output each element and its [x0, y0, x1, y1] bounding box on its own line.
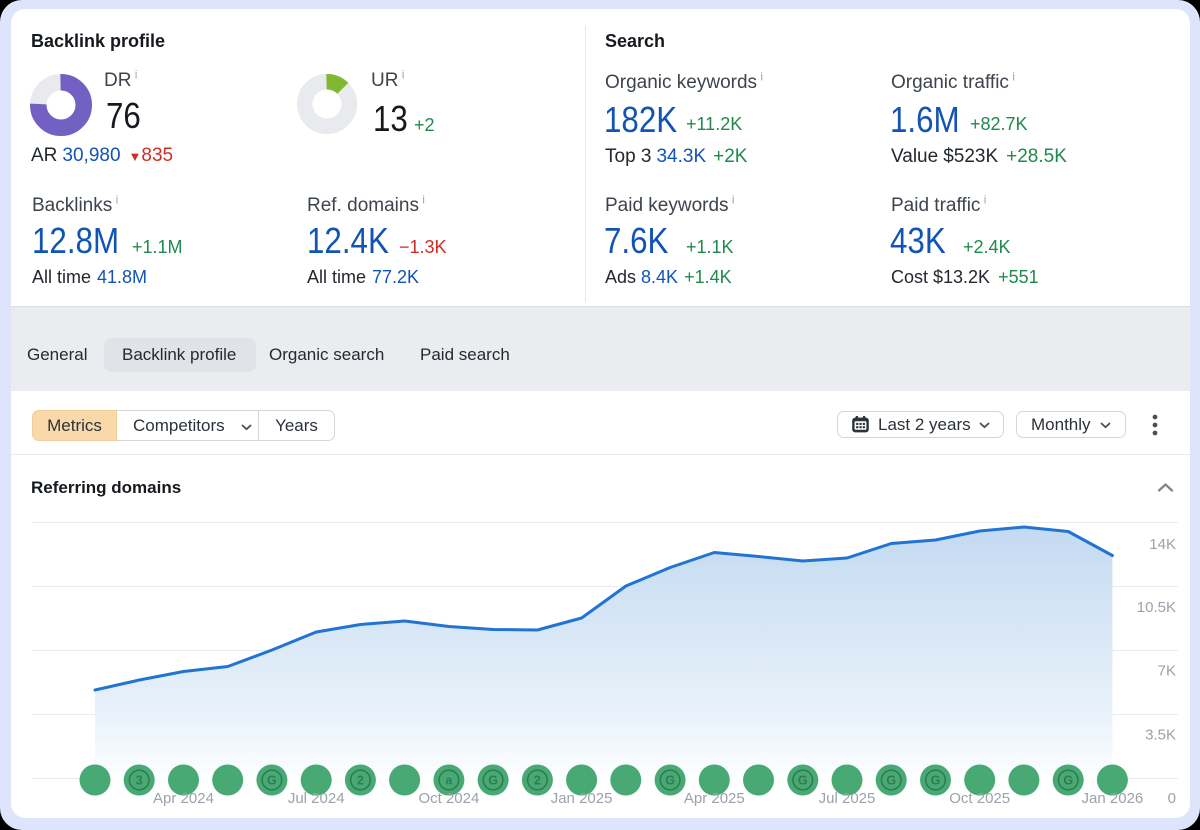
svg-text:a: a [445, 774, 453, 788]
svg-text:7K: 7K [1158, 663, 1176, 680]
svg-text:Jan 2025: Jan 2025 [551, 790, 613, 807]
svg-text:Jan 2026: Jan 2026 [1082, 790, 1144, 807]
svg-text:Jul 2024: Jul 2024 [288, 790, 345, 807]
svg-text:2: 2 [357, 774, 364, 788]
svg-text:2: 2 [534, 774, 541, 788]
svg-text:Apr 2025: Apr 2025 [684, 790, 745, 807]
svg-text:3: 3 [136, 774, 143, 788]
svg-text:3.5K: 3.5K [1145, 727, 1176, 744]
svg-text:Oct 2025: Oct 2025 [949, 790, 1010, 807]
svg-text:Oct 2024: Oct 2024 [418, 790, 479, 807]
svg-text:G: G [886, 774, 896, 788]
svg-text:Jul 2025: Jul 2025 [819, 790, 876, 807]
svg-text:G: G [931, 774, 941, 788]
svg-text:14K: 14K [1149, 536, 1176, 553]
svg-text:G: G [1063, 774, 1073, 788]
svg-text:G: G [798, 774, 808, 788]
svg-text:G: G [488, 774, 498, 788]
svg-text:G: G [665, 774, 675, 788]
svg-text:10.5K: 10.5K [1137, 599, 1176, 616]
svg-text:0: 0 [1168, 790, 1176, 807]
svg-text:Apr 2024: Apr 2024 [153, 790, 214, 807]
svg-text:G: G [267, 774, 277, 788]
